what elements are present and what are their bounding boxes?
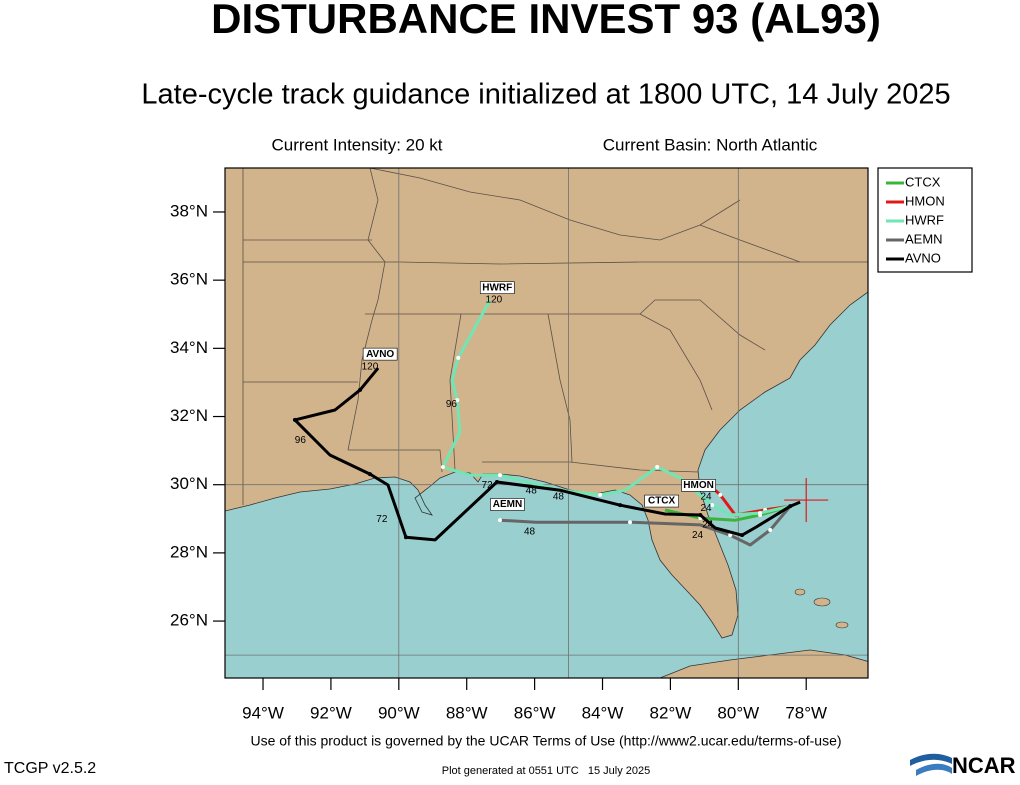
terms: Use of this product is governed by the U…	[250, 733, 841, 749]
island	[794, 588, 806, 596]
subtitle: Late-cycle track guidance initialized at…	[141, 79, 950, 111]
hour-label: 96	[446, 399, 458, 410]
hour-label: 72	[376, 514, 388, 525]
track-point	[728, 533, 733, 538]
track	[499, 505, 792, 547]
lon-tick-label: 86°W	[514, 703, 556, 722]
state-borders	[242, 168, 868, 505]
logo-swoosh	[916, 763, 952, 776]
track-point	[718, 492, 723, 497]
track-point	[788, 504, 793, 509]
track-point	[403, 535, 408, 540]
track-point	[455, 398, 460, 403]
lon-tick-label: 80°W	[717, 703, 759, 722]
model-label: HMON	[683, 480, 714, 491]
lon-tick-label: 92°W	[310, 703, 352, 722]
lat-tick-label: 30°N	[170, 474, 208, 493]
hour-label: 24	[702, 520, 714, 531]
hour-label: 48	[553, 491, 565, 502]
track-point	[494, 479, 499, 484]
legend: CTCX HMON HWRF AEMN AVNO	[877, 167, 973, 273]
tracks	[292, 299, 829, 547]
lon-tick-label: 94°W	[242, 703, 284, 722]
hour-label: 120	[486, 295, 503, 306]
label-box	[681, 479, 716, 492]
model-label: AEMN	[493, 499, 522, 510]
lat-tick-label: 26°N	[170, 611, 208, 630]
track-point	[628, 520, 633, 525]
legend-label: HMON	[905, 193, 945, 208]
track-point	[698, 513, 703, 518]
hour-label: 72	[482, 480, 494, 491]
track-point	[440, 464, 445, 469]
lon-tick-label: 88°W	[446, 703, 488, 722]
lon-tick-label: 84°W	[582, 703, 624, 722]
lon-tick-label: 90°W	[378, 703, 420, 722]
hour-label: 48	[526, 485, 538, 496]
cuba	[658, 649, 868, 678]
lat-tick-label: 28°N	[170, 542, 208, 561]
track-point	[655, 464, 660, 469]
legend-label: AEMN	[905, 231, 943, 246]
island	[813, 597, 831, 607]
lon-tick-label: 78°W	[785, 703, 827, 722]
legend-label: CTCX	[905, 174, 941, 189]
current-intensity: Current Intensity: 20 kt	[271, 135, 442, 154]
lon-tick-label: 82°W	[650, 703, 692, 722]
lat-tick-label: 38°N	[170, 201, 208, 220]
island	[835, 621, 849, 629]
track-point	[292, 417, 297, 422]
hour-label: 24	[700, 491, 712, 502]
ncar-logo: NCAR	[910, 753, 1016, 778]
model-label: HWRF	[482, 282, 512, 293]
track-point	[456, 355, 461, 360]
track-point	[358, 387, 363, 392]
title: DISTURBANCE INVEST 93 (AL93)	[211, 0, 881, 42]
current-basin: Current Basin: North Atlantic	[603, 135, 818, 154]
hour-label: 48	[524, 526, 536, 537]
legend-label: HWRF	[905, 212, 944, 227]
lat-tick-label: 34°N	[170, 338, 208, 357]
track-point	[710, 503, 715, 508]
label-box	[490, 498, 525, 511]
axes: 38°N 36°N 34°N 32°N 30°N 28°N 26°N 94°W 92°W 90°W…	[170, 201, 827, 722]
map-frame	[224, 167, 869, 679]
logo-text: NCAR	[952, 753, 1016, 778]
label-box	[362, 347, 398, 361]
lat-tick-label: 32°N	[170, 406, 208, 425]
track-point	[598, 492, 603, 497]
track-point	[497, 518, 502, 523]
hour-label: 120	[362, 362, 379, 373]
hour-label: 24	[692, 530, 704, 541]
grid	[225, 168, 868, 678]
track-point	[740, 533, 745, 538]
track-point	[758, 511, 763, 515]
legend-label: AVNO	[905, 250, 941, 265]
track-point	[367, 472, 372, 477]
map: HWRF 120 AVNO 120 96 96 72 72 AEMN 48 48 48 CTCX HMON…	[225, 168, 868, 678]
lat-tick-label: 36°N	[170, 270, 208, 289]
model-label: AVNO	[366, 349, 394, 360]
label-box	[644, 494, 679, 508]
track-point	[618, 503, 623, 508]
version: TCGP v2.5.2	[4, 760, 96, 777]
model-label: CTCX	[648, 496, 676, 507]
hour-label: 96	[295, 435, 307, 446]
track-point	[768, 528, 773, 533]
generated: Plot generated at 0551 UTC 15 July 2025	[442, 765, 651, 777]
logo-swoosh	[910, 753, 952, 766]
track-labels: HWRF 120 AVNO 120 96 96 72 72 AEMN 48 48 48 CTCX HMON…	[295, 281, 716, 541]
label-box	[479, 281, 515, 294]
track-point	[497, 473, 502, 478]
hour-label: 24	[700, 503, 712, 514]
